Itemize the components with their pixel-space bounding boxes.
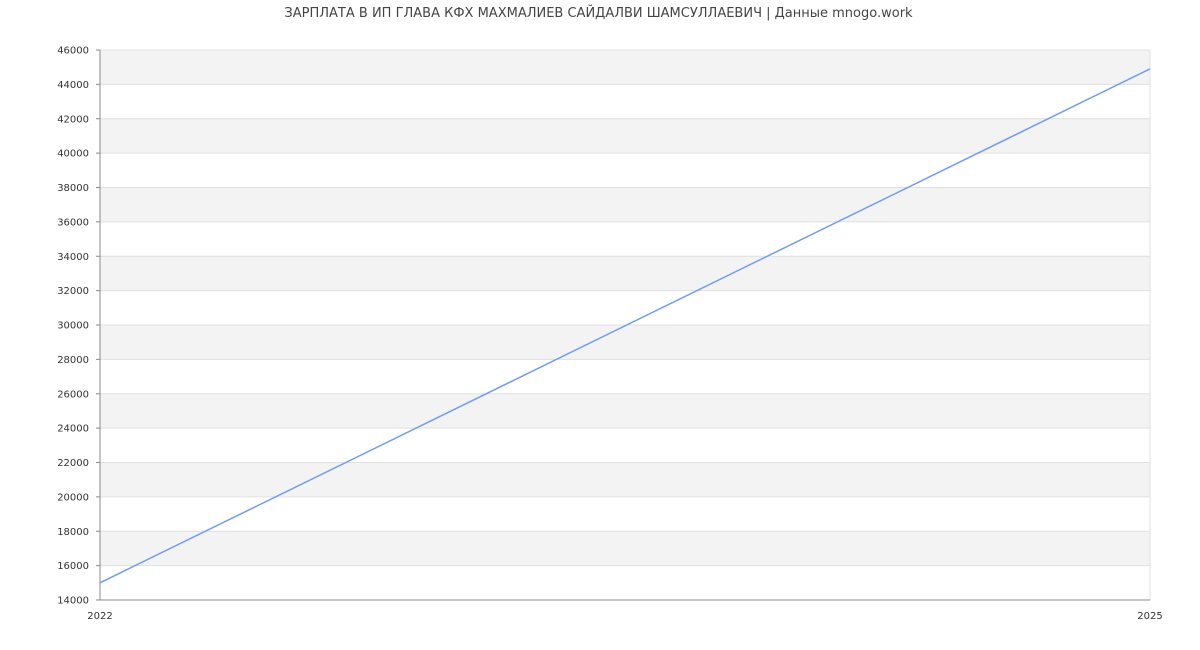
y-tick-label: 44000 [57,80,89,91]
chart-title: ЗАРПЛАТА В ИП ГЛАВА КФХ МАХМАЛИЕВ САЙДАЛ… [284,6,913,21]
grid-band [100,325,1150,360]
x-tick-label: 2022 [87,611,112,622]
grid-band [100,50,1150,85]
y-tick-label: 16000 [57,561,89,572]
y-tick-label: 22000 [57,458,89,469]
y-tick-label: 36000 [57,217,89,228]
grid-band [100,462,1150,497]
y-tick-label: 42000 [57,114,89,125]
y-tick-label: 32000 [57,286,89,297]
y-tick-label: 20000 [57,492,89,503]
y-tick-label: 46000 [57,46,89,57]
grid-band [100,256,1150,291]
y-tick-label: 38000 [57,183,89,194]
y-tick-label: 14000 [57,596,89,607]
series-line [99,68,1151,584]
grid-band [100,118,1150,154]
grid-band [100,187,1150,222]
y-tick-label: 34000 [57,252,89,263]
y-tick-label: 28000 [57,355,89,366]
y-tick-label: 30000 [57,321,89,332]
y-tick-label: 24000 [57,424,89,435]
grid-band [100,531,1150,566]
y-tick-label: 18000 [57,527,89,538]
y-tick-label: 40000 [57,149,89,160]
x-tick-label: 2025 [1137,611,1162,622]
y-tick-label: 26000 [57,389,89,400]
grid-band [100,393,1150,429]
